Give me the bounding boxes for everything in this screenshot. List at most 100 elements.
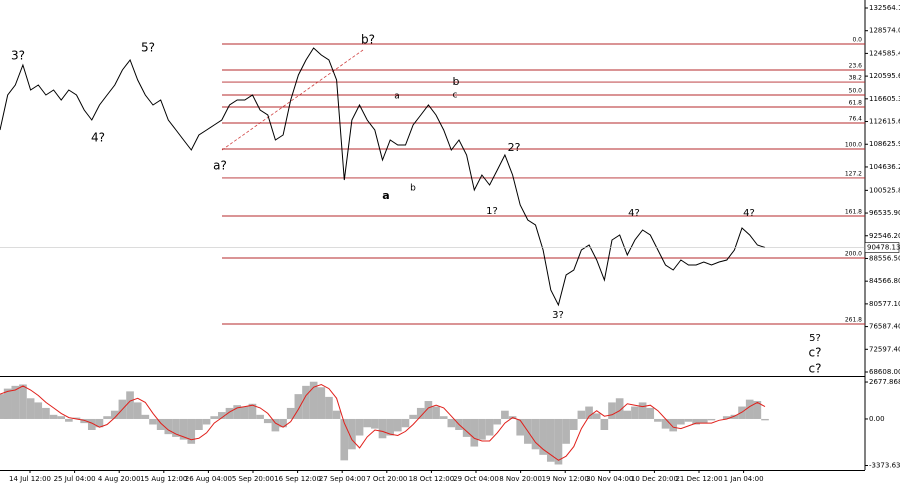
osc-bar [539, 418, 547, 455]
osc-bar [95, 418, 104, 428]
osc-bar [623, 410, 632, 419]
osc-bar [432, 406, 440, 419]
osc-bar [256, 414, 264, 419]
y-tick-label: 88556.50 [869, 254, 900, 262]
wave-label: b? [361, 33, 375, 47]
osc-bar [646, 407, 655, 419]
osc-bar [378, 418, 387, 439]
osc-bar [699, 418, 708, 424]
y-tick-label: 96535.90 [869, 209, 900, 217]
osc-bar [3, 388, 12, 419]
osc-bar [516, 418, 525, 436]
x-tick-label: 29 Oct 04:00 [453, 475, 499, 483]
osc-bar [753, 401, 762, 419]
osc-bar [738, 406, 746, 419]
osc-bar [156, 418, 165, 430]
y-tick-label: 132564.10 [869, 4, 900, 12]
osc-bar [424, 401, 433, 419]
y-tick-label: 112615.60 [869, 118, 900, 126]
fib-level-label: 0.0 [852, 36, 862, 43]
wave-label: b [453, 75, 460, 88]
fib-level-label: 61.8 [849, 99, 863, 106]
osc-bar [80, 418, 88, 424]
x-tick-label: 15 Aug 12:00 [140, 475, 187, 483]
osc-bar [65, 418, 73, 422]
osc-bar [210, 416, 219, 419]
osc-y-tick-label: -3373.63 [869, 461, 900, 469]
osc-bar [202, 418, 211, 425]
fib-level-label: 50.0 [849, 87, 863, 94]
osc-bar [669, 418, 678, 432]
osc-bar [371, 418, 379, 429]
x-tick-label: 25 Jul 04:00 [54, 475, 96, 483]
osc-bar [141, 414, 150, 419]
osc-bar [501, 410, 509, 419]
osc-bar [707, 418, 716, 421]
osc-bar [294, 394, 303, 419]
osc-bar [126, 391, 134, 419]
osc-bar [363, 418, 372, 428]
wave-label: b [410, 184, 416, 194]
y-tick-label: 116605.30 [869, 95, 900, 103]
x-tick-label: 14 Jul 12:00 [9, 475, 51, 483]
osc-bar [401, 418, 410, 428]
fib-level-label: 127.2 [845, 170, 862, 177]
osc-bar [615, 398, 624, 419]
osc-bar [600, 418, 609, 430]
osc-bar [325, 396, 333, 419]
osc-bar [110, 410, 119, 419]
y-tick-label: 104636.20 [869, 163, 900, 171]
osc-bar [225, 407, 234, 419]
osc-bar [485, 418, 494, 436]
y-tick-label: 76587.40 [869, 323, 900, 331]
osc-bar [34, 402, 43, 419]
x-tick-label: 7 Oct 20:00 [366, 475, 407, 483]
osc-bar [279, 418, 287, 428]
osc-y-tick-label: 0.00 [869, 415, 885, 423]
osc-bar [531, 418, 540, 450]
y-tick-label: 72597.40 [869, 345, 900, 353]
osc-y-tick-label: 2677.868 [869, 378, 900, 386]
osc-bar [355, 418, 364, 436]
osc-bar [462, 418, 471, 437]
signal-line [0, 383, 766, 461]
x-tick-label: 4 Aug 20:00 [98, 475, 141, 483]
y-tick-label: 100525.80 [869, 186, 900, 194]
x-tick-label: 21 Dec 12:00 [675, 475, 722, 483]
current-price-label: 90478.13 [867, 244, 900, 252]
osc-bar [386, 418, 394, 436]
trend-line [221, 49, 364, 151]
x-tick-label: 16 Sep 12:00 [274, 475, 321, 483]
x-tick-label: 19 Nov 12:00 [542, 475, 589, 483]
x-tick-label: 8 Nov 20:00 [499, 475, 542, 483]
osc-bar [569, 418, 578, 430]
osc-bar [240, 406, 249, 419]
y-tick-label: 80577.10 [869, 300, 900, 308]
osc-bar [493, 418, 502, 425]
y-tick-label: 84566.80 [869, 277, 900, 285]
osc-bar [661, 418, 670, 429]
osc-bar [761, 418, 769, 421]
x-tick-label: 5 Sep 20:00 [232, 475, 274, 483]
osc-bar [592, 413, 601, 419]
osc-bar [332, 410, 341, 419]
osc-bar [317, 387, 326, 419]
current-price-box [864, 242, 900, 253]
osc-bar [149, 418, 157, 425]
wave-label: 5? [809, 333, 821, 344]
wave-label: 4? [628, 208, 640, 219]
wave-label: 3? [552, 310, 564, 321]
osc-bar [577, 410, 586, 419]
osc-bar [195, 418, 203, 430]
x-tick-label: 27 Sep 04:00 [319, 475, 366, 483]
osc-bar [638, 402, 647, 419]
osc-bar [164, 418, 173, 435]
wave-label: c [453, 91, 458, 101]
osc-bar [271, 418, 280, 432]
osc-bar [585, 406, 593, 419]
x-tick-label: 18 Oct 12:00 [409, 475, 455, 483]
osc-bar [692, 418, 700, 425]
osc-bar [309, 381, 318, 419]
osc-bar [447, 418, 456, 428]
osc-bar [730, 414, 739, 419]
